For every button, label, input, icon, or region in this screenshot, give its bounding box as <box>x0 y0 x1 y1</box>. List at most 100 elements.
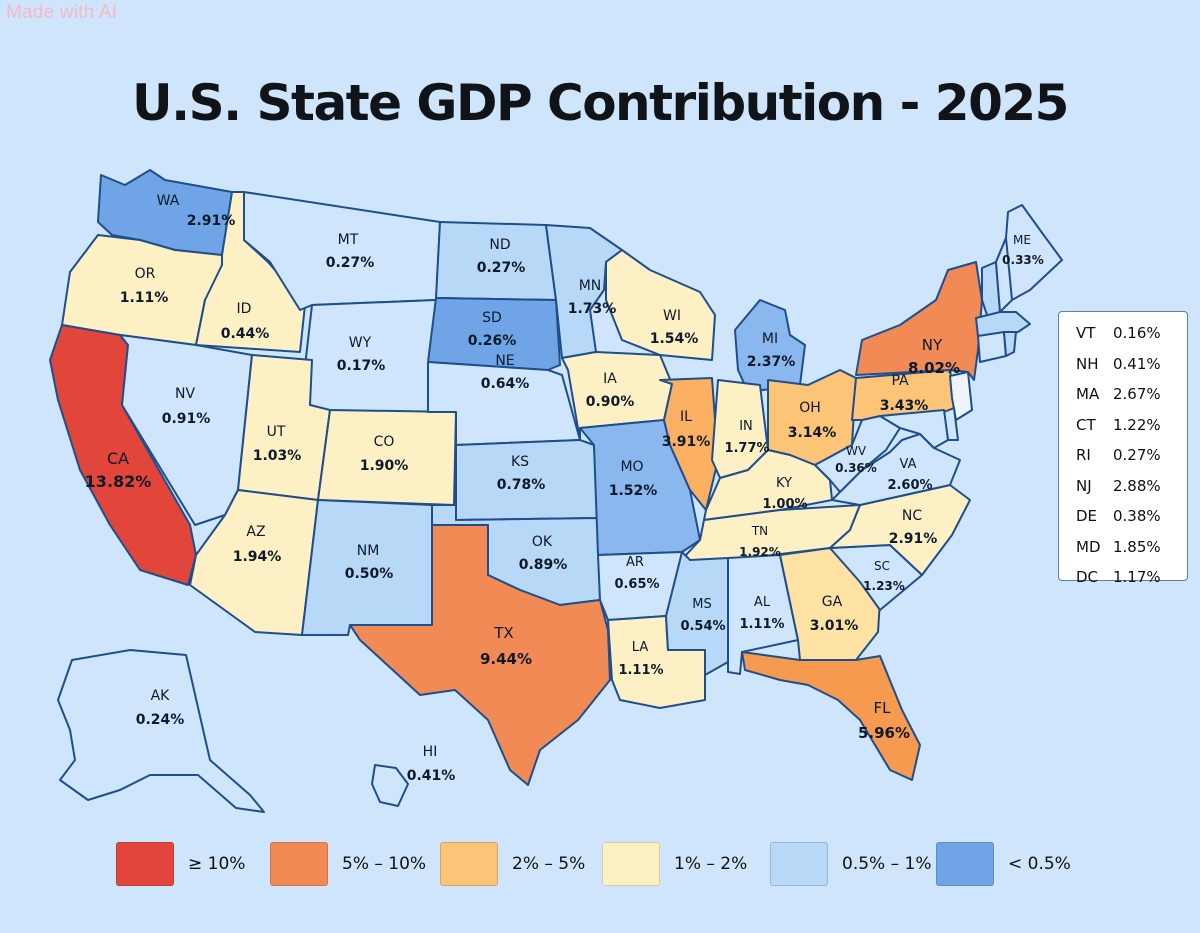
small-states-inset: VT 0.16% NH 0.41% MA 2.67% CT 1.22% RI 0.27% NJ 2.8… <box>1058 311 1188 586</box>
state-value-sd: 0.26% <box>468 333 517 349</box>
state-abbr-la: LA <box>632 640 649 655</box>
legend-item: ≥ 10% <box>116 842 245 886</box>
legend-label: ≥ 10% <box>188 854 246 874</box>
state-abbr-ks: KS <box>511 454 529 470</box>
state-value-id: 0.44% <box>221 326 270 342</box>
state-value-tn: 1.92% <box>739 545 781 559</box>
state-value-ia: 0.90% <box>586 394 635 410</box>
state-abbr-nd: ND <box>489 237 510 253</box>
state-shape-ri <box>1003 331 1017 357</box>
state-value-az: 1.94% <box>233 549 282 565</box>
inset-state-abbr: MA <box>1076 385 1100 404</box>
inset-state-value: 2.67% <box>1113 385 1161 404</box>
legend-label: 1% – 2% <box>674 854 748 874</box>
state-value-ky: 1.00% <box>762 497 807 512</box>
state-shape-mi <box>734 299 806 393</box>
inset-state-value: 2.88% <box>1113 476 1161 495</box>
state-abbr-ok: OK <box>532 534 553 550</box>
state-shape-il <box>659 377 719 511</box>
state-abbr-mo: MO <box>620 459 643 475</box>
state-value-ak: 0.24% <box>136 712 185 728</box>
state-abbr-in: IN <box>739 419 753 434</box>
state-abbr-wv: WV <box>846 444 867 458</box>
legend: ≥ 10% 5% – 10% 2% – 5% 1% – 2% 0.5% – 1% < 0.… <box>0 842 1200 888</box>
state-value-nv: 0.91% <box>162 411 211 427</box>
state-abbr-nm: NM <box>357 543 380 559</box>
state-value-nd: 0.27% <box>477 260 526 276</box>
state-value-pa: 3.43% <box>880 398 929 414</box>
inset-state-value: 1.22% <box>1113 415 1161 434</box>
state-value-ks: 0.78% <box>497 477 546 493</box>
legend-swatch <box>116 842 174 886</box>
state-shape-az <box>189 489 319 636</box>
state-value-sc: 1.23% <box>863 579 905 593</box>
state-shape-tx <box>349 524 611 786</box>
inset-row: NJ 2.88% <box>1059 471 1187 502</box>
state-abbr-ia: IA <box>603 371 617 387</box>
state-abbr-id: ID <box>237 301 252 317</box>
state-value-me: 0.33% <box>1002 253 1044 267</box>
inset-state-value: 0.27% <box>1113 446 1161 465</box>
state-abbr-ar: AR <box>626 555 644 570</box>
state-abbr-hi: HI <box>423 744 438 760</box>
inset-row: CT 1.22% <box>1059 410 1187 441</box>
state-abbr-ca: CA <box>107 449 129 468</box>
state-abbr-ms: MS <box>692 597 711 612</box>
state-abbr-nv: NV <box>175 386 195 402</box>
state-shape-nj <box>949 371 973 421</box>
state-abbr-co: CO <box>374 434 395 450</box>
state-shape-ak <box>57 649 265 813</box>
map-title: U.S. State GDP Contribution - 2025 <box>132 74 1069 132</box>
state-abbr-sc: SC <box>874 559 890 573</box>
state-abbr-tn: TN <box>751 524 768 538</box>
state-value-or: 1.11% <box>120 290 169 306</box>
legend-label: 0.5% – 1% <box>842 854 932 874</box>
legend-label: 2% – 5% <box>512 854 586 874</box>
state-value-mi: 2.37% <box>747 354 796 370</box>
state-value-oh: 3.14% <box>788 425 837 441</box>
state-shape-md <box>879 409 949 449</box>
state-shape-wv <box>814 415 901 493</box>
inset-state-abbr: MD <box>1076 537 1101 556</box>
state-shape-fl <box>741 651 921 781</box>
state-value-wv: 0.36% <box>835 461 877 475</box>
inset-row: MA 2.67% <box>1059 379 1187 410</box>
state-abbr-mt: MT <box>338 232 359 248</box>
inset-row: RI 0.27% <box>1059 440 1187 471</box>
state-value-fl: 5.96% <box>858 724 910 742</box>
legend-item: < 0.5% <box>936 842 1071 886</box>
state-value-wy: 0.17% <box>337 358 386 374</box>
state-abbr-wa: WA <box>157 193 180 209</box>
state-abbr-az: AZ <box>246 524 265 540</box>
state-value-il: 3.91% <box>662 434 711 450</box>
inset-row: VT 0.16% <box>1059 318 1187 349</box>
legend-label: < 0.5% <box>1008 854 1071 874</box>
state-value-wa: 2.91% <box>187 213 236 229</box>
state-abbr-ny: NY <box>922 336 943 354</box>
legend-label: 5% – 10% <box>342 854 427 874</box>
state-abbr-wi: WI <box>663 308 681 324</box>
legend-swatch <box>270 842 328 886</box>
state-value-mn: 1.73% <box>568 301 617 317</box>
state-abbr-or: OR <box>135 266 156 282</box>
watermark-text: Made with AI <box>6 2 118 23</box>
state-abbr-ak: AK <box>151 688 171 704</box>
inset-row: DC 1.17% <box>1059 562 1187 593</box>
state-value-ms: 0.54% <box>680 619 725 634</box>
inset-row: DE 0.38% <box>1059 501 1187 532</box>
state-value-tx: 9.44% <box>480 650 532 668</box>
inset-row: NH 0.41% <box>1059 349 1187 380</box>
state-value-mt: 0.27% <box>326 255 375 271</box>
legend-item: 2% – 5% <box>440 842 585 886</box>
state-abbr-mi: MI <box>762 331 778 347</box>
state-abbr-ga: GA <box>822 594 843 610</box>
state-value-la: 1.11% <box>618 663 663 678</box>
small-states-layer <box>879 237 1031 449</box>
state-abbr-il: IL <box>680 409 692 425</box>
state-value-ar: 0.65% <box>614 577 659 592</box>
inset-state-value: 0.38% <box>1113 507 1161 526</box>
inset-state-abbr: NJ <box>1076 476 1092 495</box>
state-abbr-mn: MN <box>579 278 602 294</box>
state-shape-nh <box>995 237 1013 313</box>
